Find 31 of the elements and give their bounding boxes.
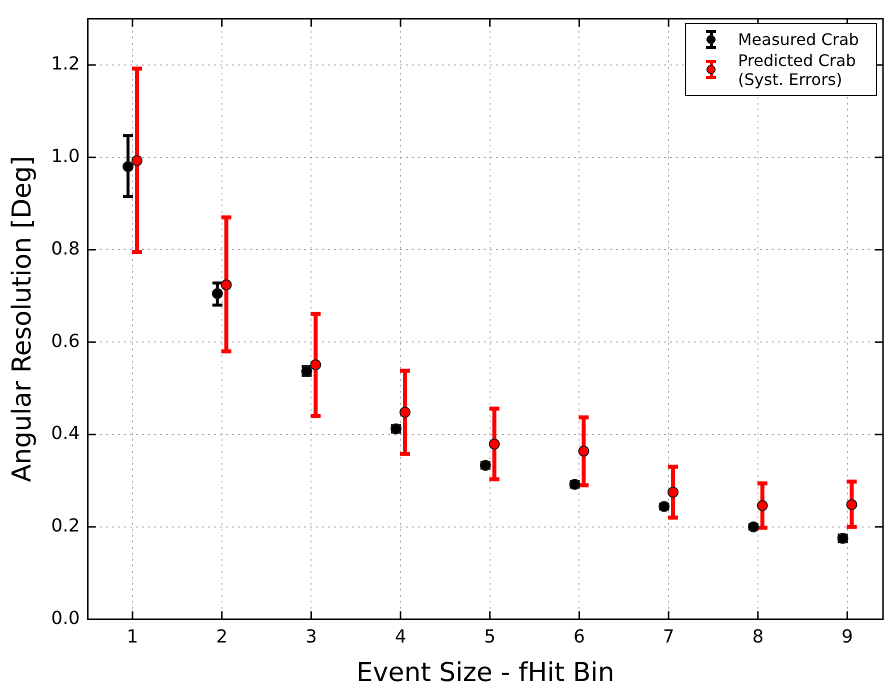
point xyxy=(310,359,322,370)
y-tick-label: 0.4 xyxy=(51,423,80,444)
point xyxy=(220,279,232,290)
point xyxy=(668,486,679,498)
point xyxy=(122,161,134,172)
point xyxy=(488,438,500,450)
point xyxy=(131,155,142,166)
point xyxy=(846,499,858,510)
point xyxy=(756,500,768,512)
legend-label: Measured Crab xyxy=(738,30,859,49)
x-tick-label: 5 xyxy=(484,626,496,648)
y-axis-title: Angular Resolution [Deg] xyxy=(7,156,38,482)
x-tick-label: 2 xyxy=(216,626,228,648)
y-tick-label: 1.0 xyxy=(51,146,80,168)
x-tick-label: 6 xyxy=(574,626,585,648)
x-tick-label: 4 xyxy=(394,626,406,648)
y-tick-label: 1.2 xyxy=(51,54,80,75)
y-tick-label: 0.8 xyxy=(51,238,80,260)
legend-label: Predicted Crab (Syst. Errors) xyxy=(738,50,857,89)
point xyxy=(212,288,223,300)
y-tick-label: 0.0 xyxy=(51,608,80,629)
x-tick-label: 3 xyxy=(305,626,317,648)
point xyxy=(400,406,410,418)
x-tick-label: 9 xyxy=(842,626,853,648)
y-tick-label: 0.2 xyxy=(51,516,80,537)
y-tick-label: 0.6 xyxy=(51,330,80,352)
x-tick-label: 7 xyxy=(662,626,674,648)
point xyxy=(578,446,590,457)
x-tick-label: 1 xyxy=(126,626,138,648)
x-axis-title: Event Size - fHit Bin xyxy=(356,658,614,688)
x-tick-label: 8 xyxy=(752,626,764,648)
